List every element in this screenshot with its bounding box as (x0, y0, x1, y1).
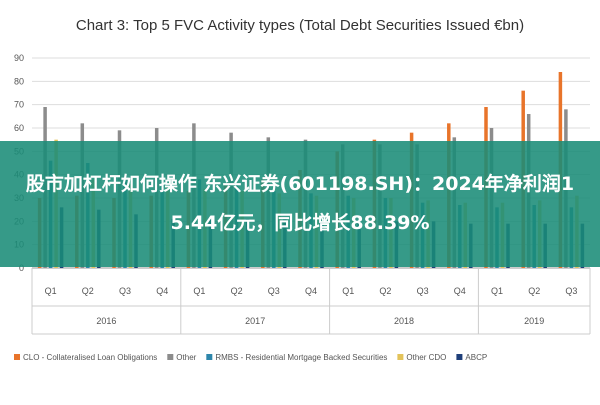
x-tick-label: Q2 (231, 286, 243, 296)
x-tick-label: Q1 (45, 286, 57, 296)
overlay-banner-text: 股市加杠杆如何操作 东兴证券(601198.SH)：2024年净利润15.44亿… (25, 173, 575, 234)
x-tick-label: Q1 (193, 286, 205, 296)
x-tick-label: Q2 (379, 286, 391, 296)
y-tick-label: 90 (14, 53, 24, 63)
legend-swatch (206, 354, 213, 360)
legend-swatch (456, 354, 463, 360)
legend-label: Other CDO (406, 353, 446, 362)
legend-label: Other (176, 353, 196, 362)
y-tick-label: 0 (19, 263, 24, 273)
x-group-label: 2018 (394, 316, 414, 326)
overlay-banner: 股市加杠杆如何操作 东兴证券(601198.SH)：2024年净利润15.44亿… (0, 141, 600, 267)
x-group-label: 2016 (96, 316, 116, 326)
legend-label: ABCP (465, 353, 487, 362)
x-tick-label: Q3 (417, 286, 429, 296)
x-tick-label: Q1 (342, 286, 354, 296)
chart-title: Chart 3: Top 5 FVC Activity types (Total… (76, 17, 524, 34)
legend-swatch (397, 354, 404, 360)
x-tick-label: Q1 (491, 286, 503, 296)
y-tick-label: 60 (14, 123, 24, 133)
legend: CLO - Collateralised Loan Obligations Oth… (14, 353, 487, 362)
y-tick-label: 70 (14, 100, 24, 110)
y-tick-label: 80 (14, 76, 24, 86)
x-tick-label: Q3 (268, 286, 280, 296)
x-tick-label: Q2 (528, 286, 540, 296)
x-tick-label: Q3 (565, 286, 577, 296)
x-tick-label: Q3 (119, 286, 131, 296)
x-axis: Q1 Q2 Q3 Q4 Q1 Q2 Q3 Q4 Q1 Q2 Q3 Q4 Q1 Q2 Q3 2016 2017 20… (31, 268, 591, 335)
x-tick-label: Q2 (82, 286, 94, 296)
x-tick-label: Q4 (156, 286, 168, 296)
legend-label: CLO - Collateralised Loan Obligations (23, 353, 157, 362)
legend-swatch (167, 354, 174, 360)
x-group-label: 2017 (245, 316, 265, 326)
x-group-label: 2019 (524, 316, 544, 326)
x-tick-label: Q4 (454, 286, 466, 296)
x-tick-label: Q4 (305, 286, 317, 296)
legend-label: RMBS - Residential Mortgage Backed Secur… (215, 353, 387, 362)
legend-swatch (14, 354, 20, 360)
